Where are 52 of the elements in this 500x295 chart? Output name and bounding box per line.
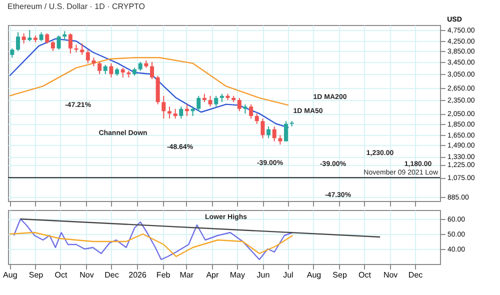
x-tick-label: Mar (180, 270, 194, 280)
candlestick (138, 61, 142, 72)
candlestick (196, 95, 201, 112)
candlestick (278, 134, 282, 146)
candlestick (98, 61, 102, 75)
x-tick-label: Nov (80, 270, 94, 280)
x-tick-label: Aug (3, 270, 18, 280)
candlestick (16, 32, 20, 52)
candlestick (10, 48, 14, 58)
x-tick-label: Feb (156, 270, 171, 280)
candlestick (68, 32, 72, 54)
candlestick (249, 104, 254, 120)
candlestick (214, 95, 218, 108)
candlestick (237, 97, 242, 112)
candlestick (80, 43, 84, 56)
candlestick (86, 49, 90, 64)
x-tick-label: May (230, 270, 245, 280)
line-series (9, 232, 294, 258)
x-tick-label: Oct (54, 270, 68, 280)
candlestick (167, 106, 172, 120)
candlestick (173, 108, 178, 120)
candlestick (266, 126, 271, 139)
candlestick (56, 34, 61, 50)
candlestick (208, 95, 212, 108)
candlestick (28, 30, 32, 42)
candlestick (179, 106, 184, 120)
x-tick-label: Aug (306, 270, 322, 280)
x-tick-label: 2026 (128, 270, 147, 280)
x-tick-label: Dec (104, 270, 119, 280)
candlestick (45, 32, 50, 44)
candlestick (284, 120, 288, 142)
candlestick (22, 32, 26, 44)
line-series (9, 57, 290, 106)
candlestick (120, 67, 125, 78)
x-tick-label: Sep (28, 270, 44, 280)
x-tick-label: Jun (256, 270, 270, 280)
candlestick (272, 126, 276, 142)
candlestick (103, 64, 108, 75)
x-tick-label: Oct (358, 270, 372, 280)
candlestick (50, 40, 55, 52)
candlestick (260, 118, 265, 139)
candlestick (162, 95, 166, 120)
x-tick-label: Nov (383, 270, 398, 280)
x-tick-label: Jul (283, 270, 294, 280)
candlestick (150, 61, 154, 80)
x-tick-label: Sep (332, 270, 348, 280)
candlestick (109, 62, 114, 78)
chart-title: Ethereum / U.S. Dollar · 1D · CRYPTO (8, 2, 146, 11)
x-tick-label: Dec (408, 270, 423, 280)
x-tick-label: Apr (206, 270, 219, 280)
candlestick (254, 113, 259, 124)
candlestick (243, 104, 248, 114)
